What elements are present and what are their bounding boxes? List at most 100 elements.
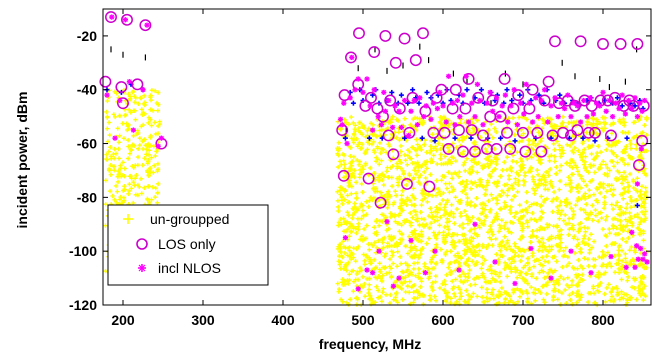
ungrouped-point (346, 213, 351, 218)
nlos-point (382, 108, 388, 114)
ungrouped-point (429, 210, 434, 215)
legend-label-ungrouped: un-groupped (150, 211, 229, 227)
nlos-point (371, 87, 377, 93)
ungrouped-point (111, 156, 117, 161)
ungrouped-point (390, 163, 395, 169)
ungrouped-point (538, 203, 543, 209)
ungrouped-point (460, 221, 466, 227)
ungrouped-point (366, 204, 371, 209)
nlos-point (130, 127, 136, 133)
nlos-point (375, 114, 381, 120)
ungrouped-point (115, 179, 121, 185)
ungrouped-point (427, 271, 433, 276)
nlos-point (402, 97, 408, 104)
ungrouped-point (133, 117, 138, 122)
ungrouped-point (542, 259, 548, 264)
ungrouped-point (488, 280, 493, 285)
nlos-point (548, 103, 554, 109)
ungrouped-point (389, 183, 395, 189)
ungrouped-point (403, 289, 408, 295)
ungrouped-point (336, 204, 341, 210)
nlos-point (629, 229, 635, 235)
ungrouped-point (484, 245, 489, 251)
nlos-point (533, 95, 539, 101)
ungrouped-point (623, 210, 628, 216)
nlos-point (511, 87, 517, 93)
ungrouped-point (127, 97, 132, 103)
ungrouped-point (122, 166, 128, 171)
ungrouped-point (456, 285, 461, 290)
ungrouped-point (346, 260, 351, 265)
ungrouped-point (154, 149, 159, 154)
ungrouped-point (566, 232, 571, 238)
ungrouped-point (568, 205, 574, 211)
ungrouped-point (643, 185, 648, 190)
ungrouped-point (549, 234, 554, 239)
nlos-point (474, 81, 480, 87)
ungrouped-point (563, 245, 568, 250)
ungrouped-point (387, 256, 393, 262)
nlos-point (355, 286, 361, 292)
ungrouped-point (638, 189, 643, 194)
ungrouped-point (575, 189, 581, 195)
ungrouped-point (115, 126, 120, 131)
ungrouped-point (139, 191, 144, 196)
nlos-point (122, 17, 128, 23)
ungrouped-point (460, 151, 466, 157)
ungrouped-point (381, 235, 387, 241)
x-tick-label: 700 (511, 312, 535, 328)
ungrouped-point (621, 170, 627, 175)
ungrouped-point (144, 147, 149, 152)
ungrouped-point (524, 117, 530, 122)
ungrouped-point (557, 187, 562, 192)
ungrouped-point (582, 147, 587, 152)
ungrouped-point (631, 135, 636, 141)
ungrouped-point (568, 188, 573, 194)
nlos-point (341, 100, 347, 106)
ungrouped-point (142, 100, 148, 105)
ungrouped-point (149, 88, 155, 93)
ungrouped-point (510, 115, 516, 121)
ungrouped-point (596, 283, 602, 289)
ungrouped-point (485, 230, 491, 235)
ungrouped-point (155, 123, 161, 129)
ungrouped-point (438, 156, 443, 161)
nlos-point (480, 122, 486, 128)
ungrouped-point (128, 110, 133, 115)
nlos-point (606, 97, 612, 104)
ungrouped-point (592, 170, 598, 175)
x-tick-label: 600 (431, 312, 455, 328)
ungrouped-point (373, 265, 379, 270)
nlos-point (430, 100, 436, 106)
nlos-point (117, 97, 123, 104)
nlos-point (548, 275, 554, 281)
ungrouped-point (138, 176, 144, 182)
ungrouped-point (642, 283, 647, 289)
ungrouped-point (122, 113, 128, 118)
ungrouped-point (586, 242, 591, 248)
ungrouped-point (423, 175, 428, 181)
ungrouped-point (466, 215, 471, 221)
ungrouped-point (482, 258, 487, 263)
ungrouped-point (616, 270, 622, 275)
ungrouped-point (107, 132, 112, 138)
ungrouped-point (623, 251, 628, 257)
ungrouped-point (503, 220, 509, 225)
nlos-point (140, 87, 146, 93)
ungrouped-point (153, 153, 158, 159)
ungrouped-point (116, 169, 121, 174)
ungrouped-point (414, 137, 419, 142)
ungrouped-series (103, 87, 650, 308)
ungrouped-point (506, 265, 511, 270)
nlos-point (417, 95, 423, 101)
nlos-point (104, 92, 110, 98)
nlos-point (568, 114, 574, 120)
ungrouped-point (461, 237, 466, 242)
ungrouped-point (619, 181, 625, 186)
ungrouped-point (370, 122, 376, 128)
nlos-point (390, 283, 396, 289)
ungrouped-point (465, 221, 471, 226)
ungrouped-point (498, 225, 503, 231)
ungrouped-point (351, 245, 356, 251)
ungrouped-point (602, 291, 607, 297)
